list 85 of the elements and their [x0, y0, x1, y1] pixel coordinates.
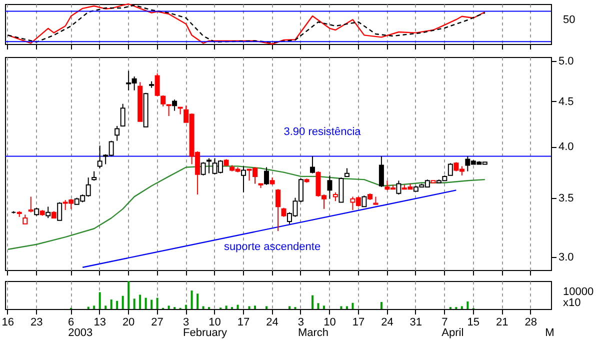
- candlestick: [97, 145, 102, 169]
- bar: [185, 304, 188, 309]
- bar: [352, 302, 354, 309]
- candlestick: [281, 207, 286, 218]
- bar: [317, 303, 320, 309]
- bar: [110, 299, 112, 309]
- x-tick-label: 24: [266, 316, 278, 328]
- x-tick-label: 15: [467, 316, 480, 328]
- bar: [116, 300, 118, 309]
- x-tick-label: 3: [182, 316, 190, 328]
- candlestick: [46, 206, 51, 219]
- candlestick: [310, 156, 315, 174]
- x-tick-label: 7: [442, 316, 448, 328]
- text: February: [183, 327, 228, 339]
- y-tick-label: 5.0: [558, 55, 574, 68]
- bar: [104, 306, 107, 309]
- bar: [266, 306, 268, 309]
- text: M: [545, 327, 554, 339]
- y-tick-label: 4.0: [558, 141, 574, 154]
- x-tick-label: 10: [324, 316, 336, 328]
- bar: [144, 298, 147, 309]
- x-tick-label: 20: [122, 316, 135, 328]
- x-tick-label: 24: [381, 316, 394, 328]
- bar: [139, 294, 142, 309]
- candlestick: [120, 103, 126, 126]
- bar: [254, 306, 256, 309]
- candlestick: [57, 202, 62, 221]
- candlestick: [396, 180, 402, 196]
- candlestick: [448, 162, 453, 176]
- candlestick: [200, 162, 206, 176]
- bar: [248, 306, 250, 309]
- series-label: suporte ascendente: [224, 240, 321, 253]
- bar: [202, 306, 204, 309]
- x-tick-label: 3: [298, 316, 304, 328]
- text: x10: [563, 297, 581, 310]
- candlestick: [276, 188, 280, 232]
- x-tick-label: 21: [496, 316, 508, 328]
- bar: [168, 306, 170, 309]
- bar: [190, 290, 193, 309]
- x-tick-label: 6: [68, 316, 74, 328]
- ref-line-label: 3.90 resistência: [284, 126, 362, 138]
- text: March: [298, 327, 329, 339]
- bar: [311, 295, 314, 309]
- bar: [122, 296, 124, 309]
- x-tick-label: 17: [352, 316, 365, 328]
- bar: [346, 306, 348, 309]
- text: 10000: [563, 286, 594, 298]
- candlestick: [114, 125, 120, 142]
- bar: [98, 292, 101, 309]
- x-tick-label: 13: [94, 316, 106, 328]
- bar: [380, 302, 382, 309]
- candlestick: [206, 158, 212, 174]
- x-tick-label: 28: [524, 316, 538, 328]
- text: 2003: [68, 327, 93, 339]
- candlestick: [22, 214, 28, 224]
- x-tick-label: 17: [237, 316, 250, 328]
- bar: [288, 306, 290, 309]
- candlestick: [92, 170, 97, 182]
- candlestick: [378, 156, 384, 188]
- bar: [133, 298, 136, 309]
- y-tick-label: 4.5: [558, 96, 574, 108]
- x-tick-label: 23: [30, 316, 43, 328]
- bar: [225, 306, 228, 309]
- y-tick-label: 3.5: [558, 192, 574, 204]
- candlestick: [172, 99, 178, 112]
- candlestick: [264, 166, 270, 186]
- bar: [466, 301, 469, 309]
- candlestick: [327, 174, 332, 200]
- bar: [150, 300, 153, 309]
- bar: [156, 298, 158, 309]
- bar: [196, 294, 199, 309]
- x-tick-label: 16: [2, 316, 14, 328]
- x-tick-label: 10: [208, 316, 221, 328]
- text: 50: [563, 14, 576, 26]
- candlestick: [362, 195, 367, 208]
- bar: [236, 304, 239, 309]
- y-tick-label: 3.0: [558, 251, 574, 264]
- bar: [93, 306, 96, 309]
- x-tick-label: 27: [151, 316, 164, 328]
- bar: [322, 306, 325, 309]
- bar: [340, 306, 342, 309]
- bar: [460, 306, 463, 309]
- x-tick-label: 31: [410, 316, 422, 328]
- text: April: [442, 327, 464, 339]
- candlestick: [241, 166, 246, 193]
